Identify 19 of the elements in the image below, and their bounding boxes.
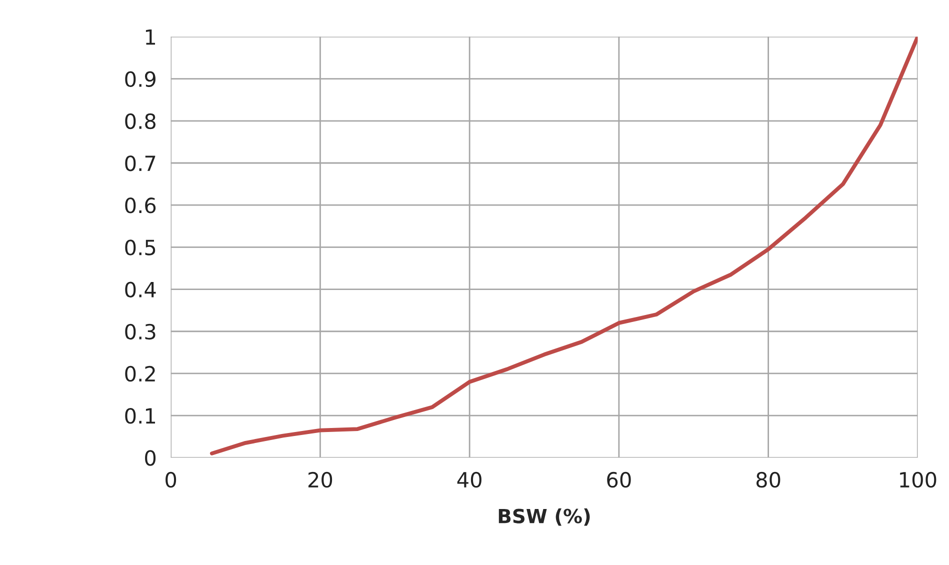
x-tick-label: 20 <box>308 472 332 488</box>
y-tick-label: 1 <box>146 29 156 45</box>
x-tick-label: 80 <box>756 472 780 488</box>
y-tick-label: 0.1 <box>125 408 156 424</box>
line-series <box>210 36 918 456</box>
y-tick-label: 0.6 <box>125 198 156 214</box>
y-tick-label: 0.7 <box>125 155 156 172</box>
y-tick-label: 0.3 <box>125 324 156 340</box>
x-axis-title: BSW (%) <box>498 508 590 526</box>
x-tick-label: 100 <box>900 472 936 488</box>
y-tick-label: 0.5 <box>125 240 156 256</box>
x-tick-label: 60 <box>607 472 631 488</box>
x-tick-label: 0 <box>166 472 176 488</box>
y-tick-label: 0 <box>145 450 156 466</box>
y-tick-label: 0.9 <box>125 71 156 88</box>
x-tick-label: 40 <box>457 472 482 488</box>
y-tick-label: 0.8 <box>125 113 156 130</box>
y-tick-label: 0.2 <box>125 366 155 382</box>
y-tick-label: 0.4 <box>125 282 156 298</box>
